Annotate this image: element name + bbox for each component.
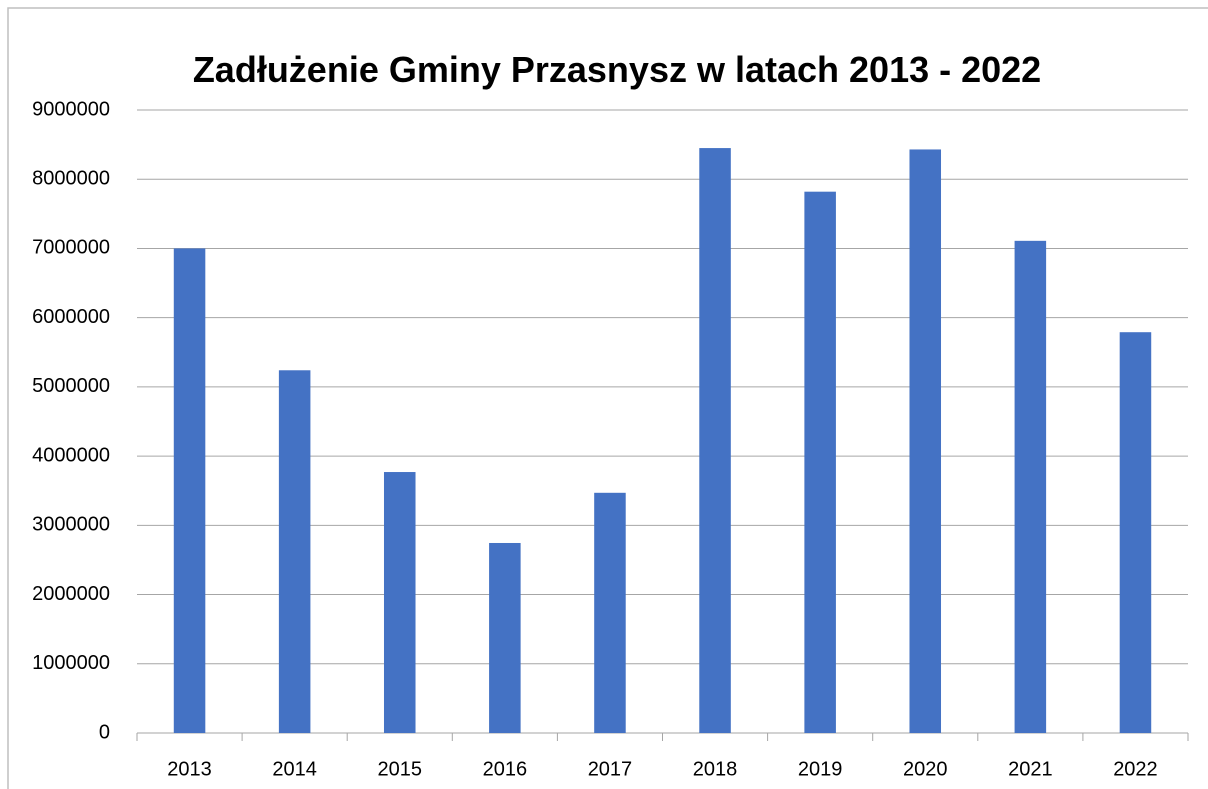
y-tick-label: 0	[99, 721, 110, 743]
x-tick-label: 2014	[272, 758, 317, 780]
x-tick-label: 2013	[167, 758, 212, 780]
bar	[699, 148, 731, 734]
x-tick-label: 2020	[903, 758, 948, 780]
y-tick-label: 8000000	[32, 168, 110, 190]
y-tick-label: 2000000	[32, 583, 110, 605]
y-tick-label: 6000000	[32, 306, 110, 328]
chart-border	[7, 7, 1208, 789]
bar	[804, 191, 836, 733]
x-tick-label: 2018	[693, 758, 738, 780]
x-tick-label: 2015	[378, 758, 423, 780]
bar	[594, 492, 626, 733]
bar	[1014, 240, 1047, 733]
x-tick-label: 2022	[1113, 758, 1158, 780]
bar	[173, 248, 206, 733]
y-tick-label: 9000000	[32, 98, 110, 120]
y-tick-label: 7000000	[32, 237, 110, 259]
bar	[383, 472, 416, 733]
bar	[909, 149, 942, 733]
x-tick-label: 2021	[1008, 758, 1053, 780]
chart-title: Zadłużenie Gminy Przasnysz w latach 2013…	[192, 49, 1042, 90]
y-tick-label: 5000000	[32, 375, 110, 397]
bar	[278, 370, 311, 733]
y-tick-label: 1000000	[32, 652, 110, 674]
x-tick-label: 2019	[798, 758, 843, 780]
y-tick-label: 4000000	[32, 444, 110, 466]
x-tick-label: 2016	[483, 758, 528, 780]
bar	[1119, 332, 1152, 733]
bar	[489, 542, 521, 733]
y-tick-label: 3000000	[32, 514, 110, 536]
x-tick-label: 2017	[588, 758, 633, 780]
